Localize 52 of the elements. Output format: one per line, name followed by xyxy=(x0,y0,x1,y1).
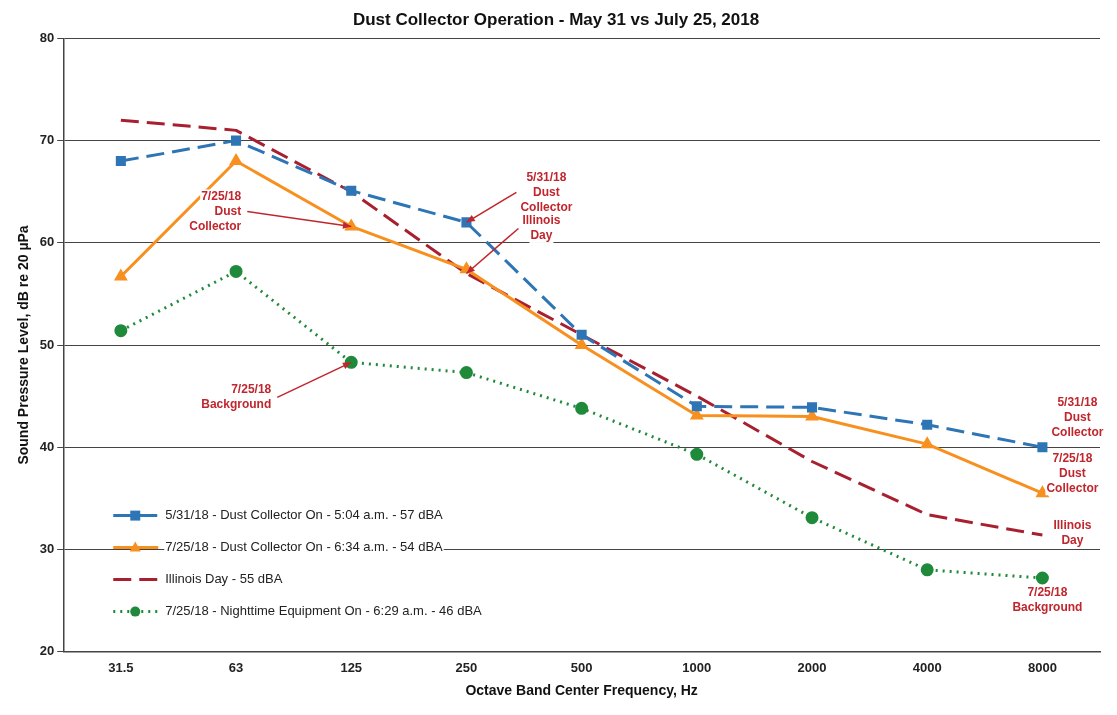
annotation: 7/25/18 Background xyxy=(1012,584,1083,614)
x-tick-label: 8000 xyxy=(1027,659,1057,675)
point xyxy=(346,185,357,196)
x-tick-label: 4000 xyxy=(912,659,942,675)
y-tick-label: 60 xyxy=(39,234,55,250)
y-axis-title: Sound Pressure Level, dB re 20 µPa xyxy=(15,225,32,465)
line-series xyxy=(119,118,1044,537)
point xyxy=(691,401,702,412)
point xyxy=(231,135,242,146)
y-tick-label: 50 xyxy=(39,336,55,352)
point xyxy=(576,329,587,340)
annotation: 7/25/18 Dust Collector xyxy=(189,188,242,233)
annotation: Illinois Day xyxy=(1053,517,1092,547)
point xyxy=(575,401,589,415)
x-tick-label: 1000 xyxy=(682,659,712,675)
y-tick-label: 70 xyxy=(39,132,55,148)
point xyxy=(920,563,934,577)
y-tick-label: 30 xyxy=(39,540,55,556)
point xyxy=(922,419,933,430)
point xyxy=(114,324,128,338)
point xyxy=(806,402,818,413)
legend-label: 7/25/18 - Nighttime Equipment On - 6:29 a.m. - 46 dBA xyxy=(165,603,483,619)
x-tick-label: 63 xyxy=(228,659,244,675)
point xyxy=(1037,442,1048,453)
point xyxy=(230,154,242,166)
chart-title: Dust Collector Operation - May 31 vs July 25, 2018 xyxy=(352,9,760,29)
point xyxy=(229,264,243,278)
point xyxy=(690,447,704,461)
point xyxy=(1036,486,1049,498)
legend-label: 5/31/18 - Dust Collector On - 5:04 a.m. - 57 dBA xyxy=(165,507,444,523)
annotation: Illinois Day xyxy=(522,213,561,243)
annotation: 7/25/18 Background xyxy=(201,382,272,412)
y-tick-label: 80 xyxy=(39,29,55,45)
y-tick-label: 20 xyxy=(39,643,55,659)
point xyxy=(1035,571,1049,585)
point xyxy=(921,437,934,449)
point xyxy=(115,156,126,167)
x-axis-title: Octave Band Center Frequency, Hz xyxy=(465,682,698,699)
annotation: 5/31/18 Dust Collector xyxy=(1051,394,1104,439)
annotation: 7/25/18 Dust Collector xyxy=(1046,450,1099,495)
x-tick-label: 250 xyxy=(455,659,478,675)
x-tick-label: 500 xyxy=(570,659,593,675)
x-tick-label: 2000 xyxy=(797,659,827,675)
x-tick-label: 31.5 xyxy=(108,659,134,675)
annotation: 5/31/18 Dust Collector xyxy=(520,169,573,214)
point xyxy=(805,511,819,525)
point xyxy=(575,338,588,349)
legend-label: 7/25/18 - Dust Collector On - 6:34 a.m. - 54 dBA xyxy=(165,539,444,555)
point xyxy=(459,366,473,380)
x-tick-label: 125 xyxy=(340,659,363,675)
legend-label: Illinois Day - 55 dBA xyxy=(165,571,283,587)
y-tick-label: 40 xyxy=(39,438,55,454)
